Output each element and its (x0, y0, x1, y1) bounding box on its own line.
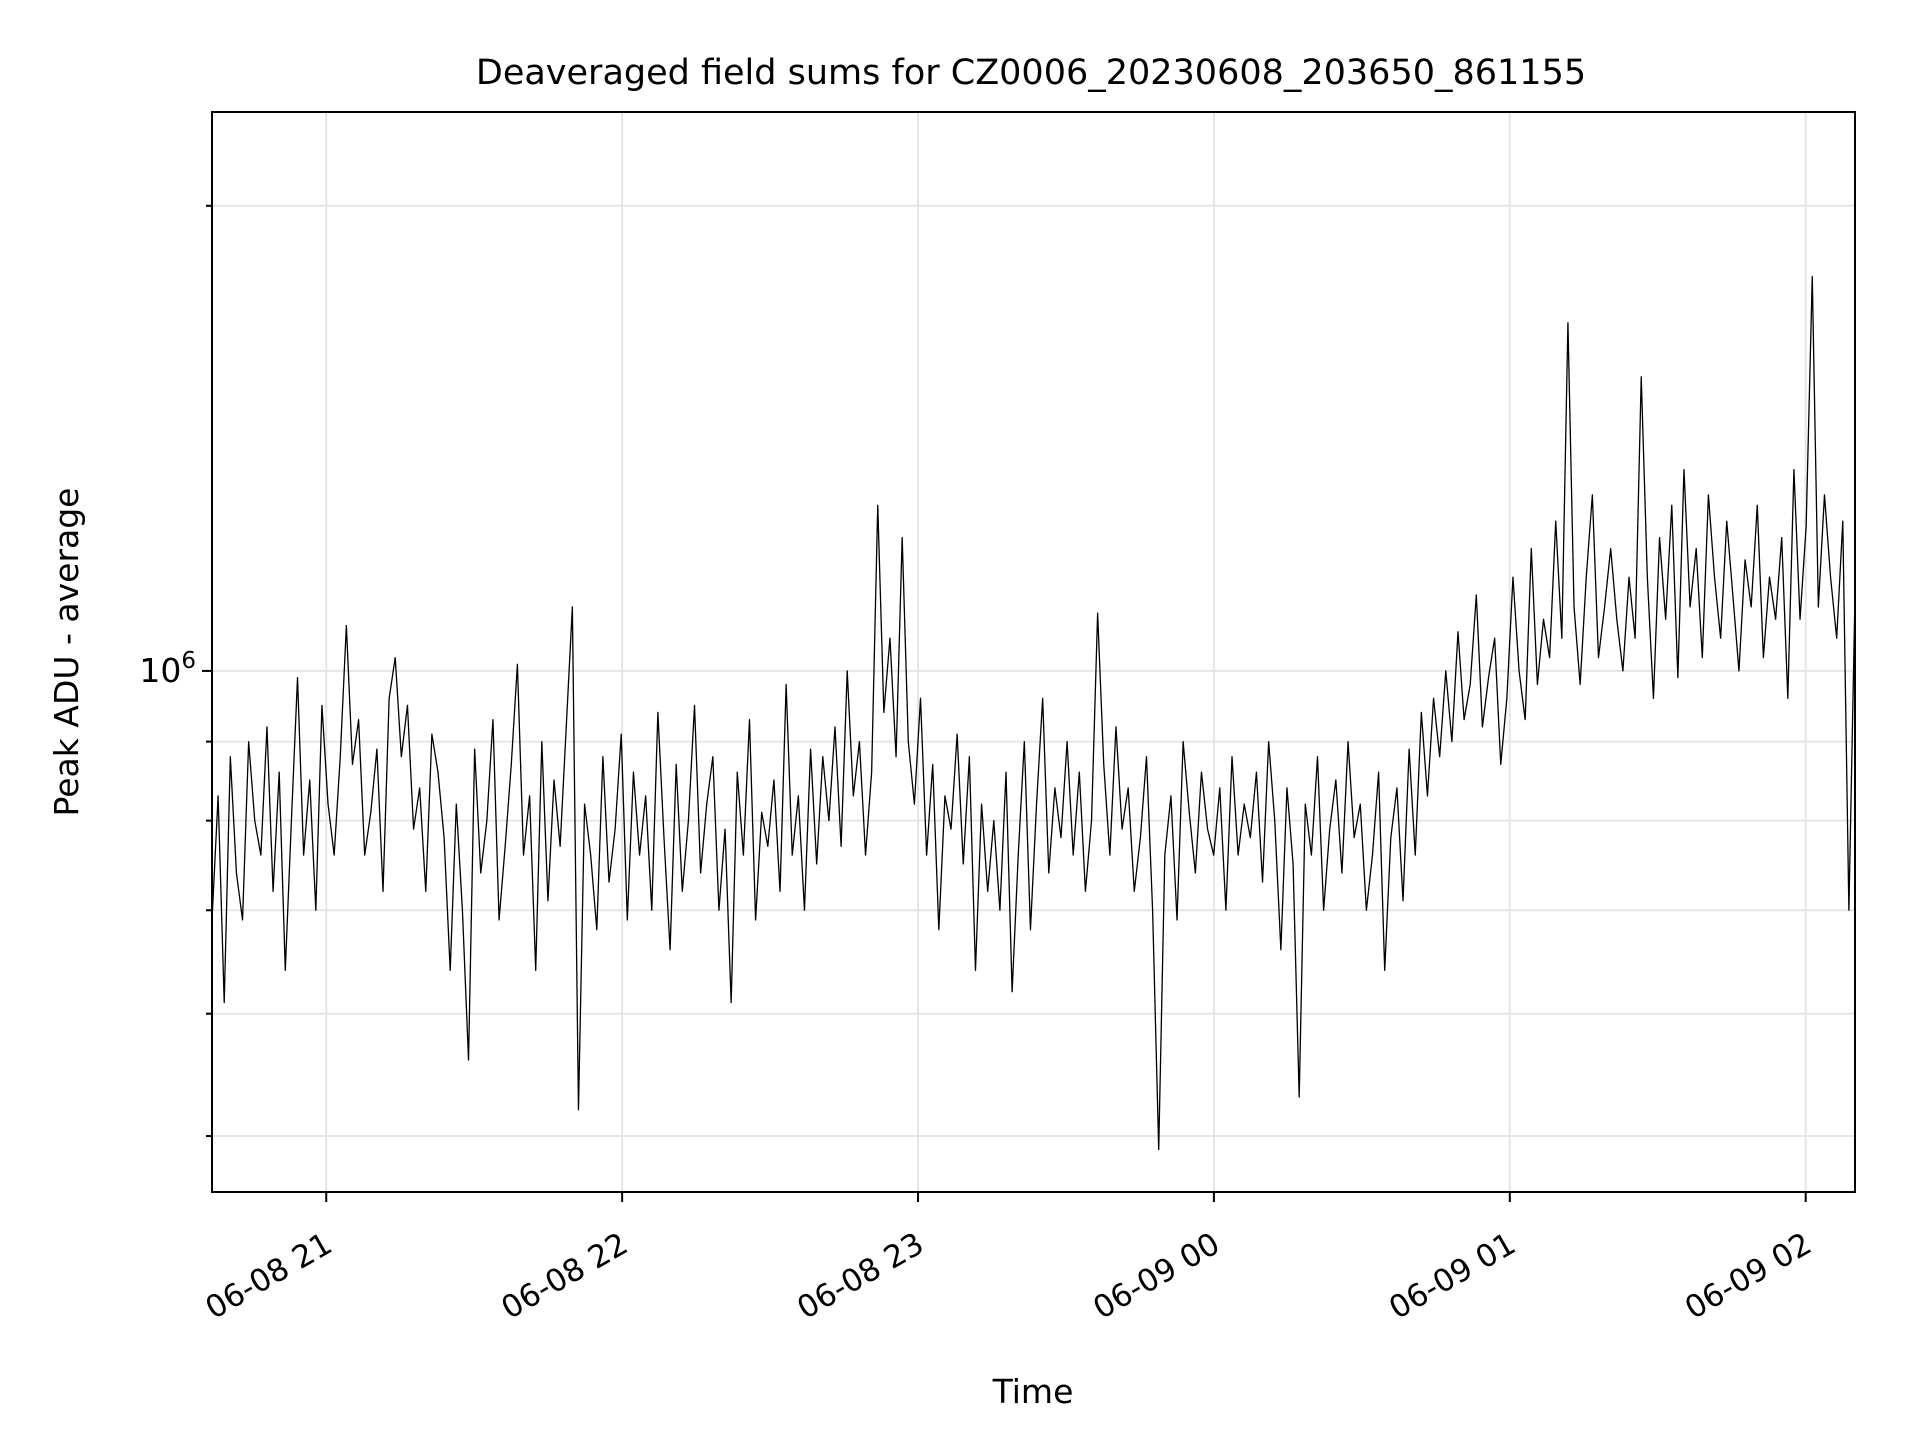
y-axis-label: Peak ADU - average (47, 488, 86, 817)
plot-frame (211, 111, 1856, 1193)
series-line (211, 275, 1856, 1151)
series-group (211, 275, 1856, 1151)
x-axis-label: Time (992, 1372, 1074, 1411)
chart-title: Deaveraged field sums for CZ0006_2023060… (476, 53, 1586, 93)
